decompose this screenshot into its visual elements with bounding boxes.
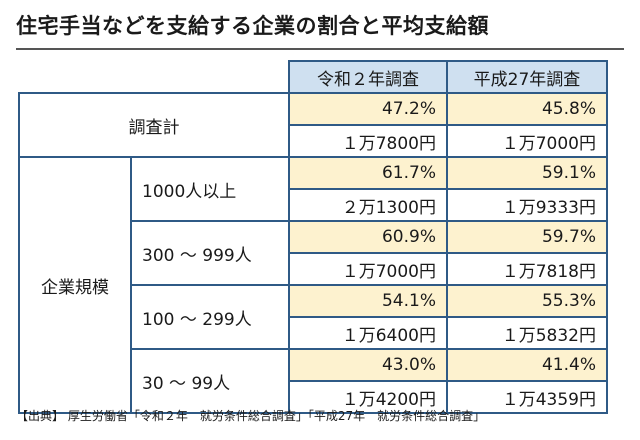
header-blank-cell xyxy=(19,61,290,94)
size-label-30: 30 ～ 99人 xyxy=(130,348,290,414)
size-300-amount-r2: １万7000円 xyxy=(288,252,448,286)
size-30-pct-h27: 41.4% xyxy=(446,348,608,382)
group-label: 企業規模 xyxy=(18,156,132,414)
size-label-1000: 1000人以上 xyxy=(130,156,290,222)
source-note: 【出典】 厚生労働省「令和２年 就労条件総合調査」「平成27年 就労条件総合調査… xyxy=(16,409,486,423)
table-row: １万6400円 １万5832円 xyxy=(19,316,608,350)
table-row: １万7000円 １万7818円 xyxy=(19,252,608,286)
column-header-r2: 令和２年調査 xyxy=(288,60,448,94)
table-row: ２万1300円 １万9333円 xyxy=(19,188,608,222)
table-row: 調査計 47.2% 45.8% xyxy=(18,92,608,158)
size-100-pct-r2: 54.1% xyxy=(288,284,448,318)
header-row: 令和２年調査 平成27年調査 xyxy=(19,60,608,94)
table-row: 300 ～ 999人 60.9% 59.7% xyxy=(19,220,608,286)
size-1000-pct-h27: 59.1% xyxy=(446,156,608,190)
size-100-amount-r2: １万6400円 xyxy=(288,316,448,350)
column-header-h27: 平成27年調査 xyxy=(446,60,608,94)
table-row: 30 ～ 99人 43.0% 41.4% xyxy=(19,348,608,414)
size-1000-pct-r2: 61.7% xyxy=(288,156,448,190)
size-100-pct-h27: 55.3% xyxy=(446,284,608,318)
size-300-amount-h27: １万7818円 xyxy=(446,252,608,286)
total-pct-h27: 45.8% xyxy=(446,92,608,126)
total-amount-h27: １万7000円 xyxy=(446,124,608,158)
size-300-pct-h27: 59.7% xyxy=(446,220,608,254)
size-30-amount-r2: １万4200円 xyxy=(288,380,448,414)
size-100-amount-h27: １万5832円 xyxy=(446,316,608,350)
total-pct-r2: 47.2% xyxy=(288,92,448,126)
table-row: １万7800円 １万7000円 xyxy=(19,124,608,158)
size-1000-amount-h27: １万9333円 xyxy=(446,188,608,222)
title-underline xyxy=(16,48,624,50)
size-1000-amount-r2: ２万1300円 xyxy=(288,188,448,222)
size-label-100: 100 ～ 299人 xyxy=(130,284,290,350)
size-label-300: 300 ～ 999人 xyxy=(130,220,290,286)
table-row: 企業規模 1000人以上 61.7% 59.1% xyxy=(18,156,608,414)
size-30-pct-r2: 43.0% xyxy=(288,348,448,382)
size-30-amount-h27: １万4359円 xyxy=(446,380,608,414)
page-title: 住宅手当などを支給する企業の割合と平均支給額 xyxy=(16,14,489,38)
table-row: 100 ～ 299人 54.1% 55.3% xyxy=(19,284,608,350)
table-row: １万4200円 １万4359円 xyxy=(19,380,608,414)
data-table: 令和２年調査 平成27年調査 調査計 47.2% 45.8% １万7800円 １… xyxy=(18,60,608,414)
size-300-pct-r2: 60.9% xyxy=(288,220,448,254)
total-amount-r2: １万7800円 xyxy=(288,124,448,158)
total-label: 調査計 xyxy=(18,92,290,158)
